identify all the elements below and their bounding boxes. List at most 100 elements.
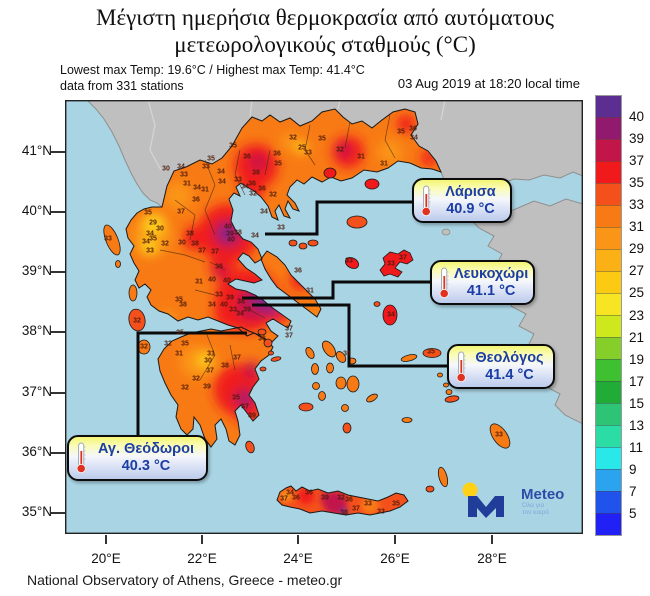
- station-temp-label: 37: [206, 368, 214, 375]
- station-temp-label: 30: [204, 358, 212, 365]
- prefecture-borders: [159, 114, 396, 381]
- station-temp-label: 33: [234, 177, 242, 184]
- callout-station-temp: 41.4 °C: [485, 366, 534, 383]
- station-temp-label: 32: [337, 495, 345, 502]
- latitude-label: 36°N: [21, 444, 52, 459]
- colorbar-tick-label: 39: [629, 131, 645, 147]
- callout-connector-line: [265, 200, 413, 236]
- station-temp-label: 40: [220, 302, 228, 309]
- station-temp-label: 35: [392, 501, 400, 508]
- station-temp-label: 33: [180, 172, 188, 179]
- colorbar-cell: [596, 403, 621, 425]
- longitude-label: 24°E: [283, 551, 313, 566]
- station-temp-label: 38: [234, 230, 242, 237]
- station-temp-label: 33: [229, 307, 237, 314]
- station-temp-label: 32: [181, 385, 189, 392]
- page-title: Μέγιστη ημερήσια θερμοκρασία από αυτόματ…: [0, 4, 650, 58]
- greece-coastline: [125, 108, 442, 448]
- colorbar-tick-label: 29: [629, 241, 645, 257]
- station-temp-label: 32: [161, 241, 169, 248]
- station-temp-label: 32: [249, 191, 257, 198]
- colorbar-tick-label: 13: [629, 417, 645, 433]
- country-borders: [147, 99, 446, 171]
- station-temp-label: 32: [289, 135, 297, 142]
- thermometer-icon: [439, 267, 449, 298]
- station-temp-label: 37: [399, 255, 407, 262]
- meteo-logo-tagline-1: Όλα για: [521, 502, 544, 509]
- station-temp-label: 36: [192, 197, 200, 204]
- station-temp-label: 36: [345, 497, 353, 504]
- station-temp-label: 31: [195, 279, 203, 286]
- latitude-tick: [51, 512, 65, 514]
- station-temp-label: 36: [258, 336, 266, 343]
- aegean-ionian-islands: [103, 167, 511, 493]
- callout-lefkochori: Λευκοχώρι 41.1 °C: [430, 260, 535, 305]
- station-temp-label: 37: [352, 506, 360, 513]
- colorbar-tick-label: 27: [629, 263, 645, 279]
- map-frame: [64, 99, 583, 535]
- station-temp-label: 34: [286, 490, 294, 497]
- callout-station-name: Λάρισα: [445, 183, 496, 200]
- meteo-logo-tagline-2: τον καιρό: [522, 508, 549, 516]
- callout-connector-lines: [136, 200, 448, 436]
- station-temp-label: 36: [258, 186, 266, 193]
- station-temp-label: 40: [223, 278, 231, 285]
- station-temp-label: 33: [277, 225, 285, 232]
- stations-count-line: data from 331 stations: [60, 79, 184, 93]
- station-temp-label: 35: [397, 129, 405, 136]
- colorbar-cell: [596, 161, 621, 183]
- station-temp-label: 35: [318, 136, 326, 143]
- station-temp-label: 40: [227, 237, 235, 244]
- station-temp-label: 31: [380, 161, 388, 168]
- station-temp-label: 36: [305, 490, 313, 497]
- title-line-1: Μέγιστη ημερήσια θερμοκρασία από αυτόματ…: [96, 5, 554, 30]
- colorbar-cell: [596, 447, 621, 469]
- station-temp-label: 31: [207, 351, 215, 358]
- callout-ag-theodoroi: Αγ. Θεόδωροι 40.3 °C: [67, 435, 208, 481]
- station-temp-label: 39: [226, 295, 234, 302]
- meteo-logo-m-icon: [468, 496, 504, 518]
- station-temp-label: 33: [202, 164, 210, 171]
- colorbar-cell: [596, 205, 621, 227]
- colorbar-cell: [596, 139, 621, 161]
- longitude-label: 26°E: [380, 551, 410, 566]
- colorbar-cell: [596, 469, 621, 491]
- colorbar-tick-label: 25: [629, 285, 645, 301]
- colorbar-cell: [596, 513, 621, 535]
- station-temp-label: 39: [321, 495, 329, 502]
- colorbar-tick-label: 21: [629, 329, 645, 345]
- station-temp-label: 35: [207, 156, 215, 163]
- datetime-line: 03 Aug 2019 at 18:20 local time: [397, 76, 580, 91]
- colorbar-tick-label: 31: [629, 219, 645, 235]
- longitude-tick: [105, 535, 107, 544]
- station-temp-label: 29: [149, 220, 157, 227]
- station-temp-label: 31: [175, 351, 183, 358]
- colorbar-cell: [596, 271, 621, 293]
- station-temp-label: 32: [133, 318, 141, 325]
- latitude-tick: [51, 271, 65, 273]
- station-temp-label: 34: [177, 164, 185, 171]
- station-temp-label: 38: [186, 231, 194, 238]
- colorbar-cell: [596, 117, 621, 139]
- meteo-logo-sun-icon: [462, 482, 478, 498]
- station-temp-label: 39: [203, 384, 211, 391]
- station-temp-label: 39: [226, 231, 234, 238]
- colorbar-cell: [596, 425, 621, 447]
- colorbar-cell: [596, 381, 621, 403]
- callout-connector-line: [136, 331, 247, 436]
- credit-text: National Observatory of Athens, Greece -…: [27, 572, 343, 588]
- station-temp-label: 32: [164, 341, 172, 348]
- station-temp-label: 32: [336, 147, 344, 154]
- station-temp-label: 38: [179, 302, 187, 309]
- station-temp-label: 36: [292, 495, 300, 502]
- colorbar-cell: [596, 315, 621, 337]
- colorbar-tick-label: 7: [629, 483, 637, 499]
- thermometer-icon: [421, 185, 431, 216]
- station-temp-label: 35: [427, 349, 435, 356]
- longitude-tick: [297, 535, 299, 544]
- callout-larisa: Λάρισα 40.9 °C: [412, 178, 512, 223]
- colorbar-tick-label: 33: [629, 197, 645, 213]
- latitude-label: 40°N: [21, 203, 52, 218]
- station-temp-label: 33: [215, 292, 223, 299]
- colorbar-tick-label: 17: [629, 373, 645, 389]
